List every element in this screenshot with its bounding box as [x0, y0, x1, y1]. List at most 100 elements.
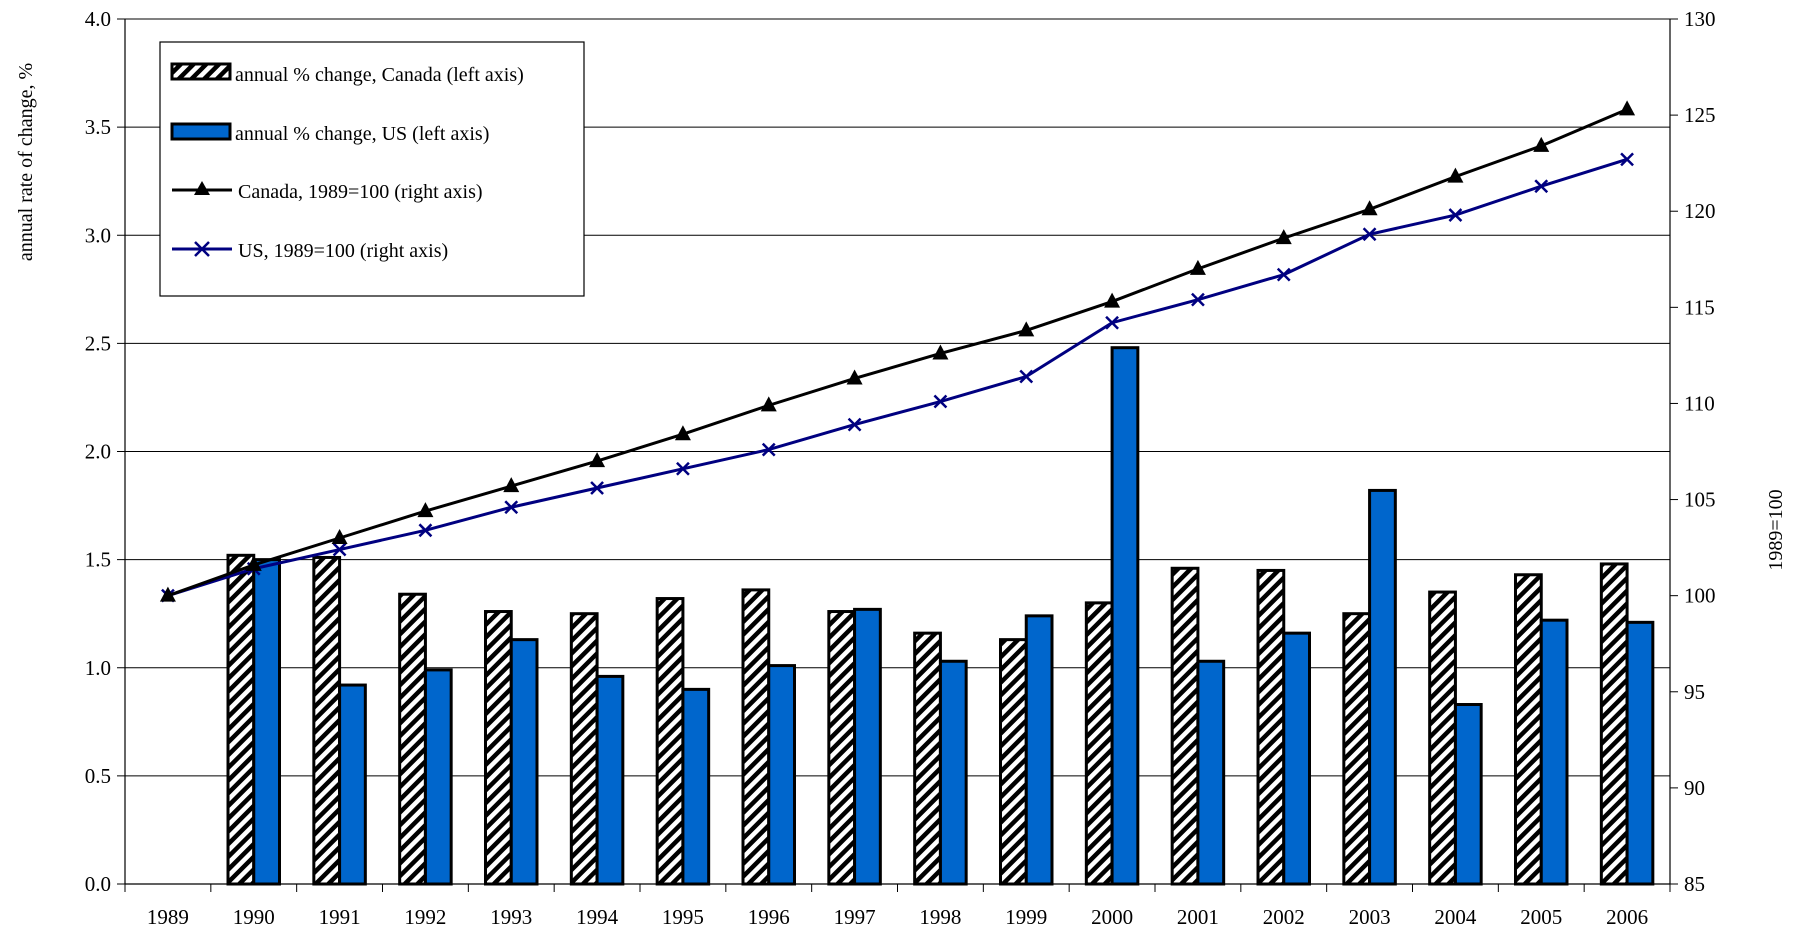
- legend-label-us-line: US, 1989=100 (right axis): [238, 240, 448, 262]
- line-us: [167, 157, 1628, 598]
- right-tick-label: 90: [1684, 776, 1705, 800]
- legend-marker-x-icon: [194, 241, 210, 257]
- legend-label-us-bar: annual % change, US (left axis): [235, 123, 489, 145]
- x-tick-label: 2005: [1520, 905, 1562, 929]
- right-tick-label: 95: [1684, 680, 1705, 704]
- bar-us: [1196, 659, 1226, 886]
- bar-us: [509, 638, 539, 886]
- x-tick-label: 1994: [576, 905, 619, 929]
- x-tick-label: 2002: [1263, 905, 1305, 929]
- point-canada: [846, 369, 863, 385]
- point-canada: [503, 477, 520, 493]
- right-tick-label: 115: [1684, 295, 1715, 319]
- left-axis-label: annual rate of change, %: [15, 63, 37, 261]
- x-tick-label: 1997: [834, 905, 876, 929]
- point-canada: [1275, 229, 1292, 245]
- legend-label-canada-bar: annual % change, Canada (left axis): [235, 64, 524, 86]
- point-us: [504, 500, 519, 515]
- point-canada: [760, 396, 777, 412]
- legend-swatch-canada-bar: [170, 62, 232, 81]
- point-us: [933, 394, 948, 409]
- point-us: [1019, 369, 1034, 384]
- left-tick-label: 0.5: [85, 764, 111, 788]
- x-tick-label: 1999: [1005, 905, 1047, 929]
- bar-canada: [1170, 566, 1200, 886]
- right-tick-label: 110: [1684, 391, 1715, 415]
- left-tick-label: 1.0: [85, 656, 111, 680]
- legend-label-canada-line: Canada, 1989=100 (right axis): [238, 181, 483, 203]
- point-us: [332, 542, 347, 557]
- point-canada: [674, 425, 691, 441]
- bar-us: [1625, 620, 1655, 886]
- bar-canada: [655, 597, 685, 886]
- right-tick-label: 120: [1684, 199, 1716, 223]
- x-tick-label: 1995: [662, 905, 704, 929]
- bar-canada: [1514, 573, 1543, 886]
- x-tick-label: 2000: [1091, 905, 1133, 929]
- point-canada: [1361, 200, 1378, 216]
- point-canada: [417, 502, 434, 518]
- point-us: [1362, 227, 1377, 242]
- left-tick-label: 3.0: [85, 223, 111, 247]
- right-tick-label: 105: [1684, 488, 1716, 512]
- x-tick-label: 1991: [319, 905, 361, 929]
- bar-us: [1110, 346, 1140, 886]
- right-tick-label: 130: [1684, 7, 1716, 31]
- x-tick-label: 1990: [233, 905, 275, 929]
- point-canada: [589, 452, 606, 468]
- axes: [117, 18, 1678, 892]
- legend-box: [159, 41, 585, 297]
- point-canada: [932, 344, 949, 360]
- bar-canada: [1599, 562, 1629, 886]
- bar-canada: [569, 612, 599, 886]
- x-tick-label: 1998: [919, 905, 961, 929]
- left-tick-label: 0.0: [85, 872, 111, 896]
- x-tick-label: 2003: [1349, 905, 1391, 929]
- lines: [159, 100, 1636, 603]
- left-tick-label: 2.5: [85, 331, 111, 355]
- point-canada: [245, 555, 262, 571]
- bar-canada: [1428, 590, 1457, 886]
- point-canada: [1189, 259, 1206, 275]
- x-tick-label: 1996: [748, 905, 790, 929]
- bar-canada: [312, 555, 342, 886]
- bar-us: [252, 558, 281, 886]
- bar-us: [1282, 631, 1311, 886]
- left-tick-label: 3.5: [85, 115, 111, 139]
- bar-us: [1539, 618, 1569, 886]
- point-canada: [1447, 167, 1464, 183]
- right-tick-label: 85: [1684, 872, 1705, 896]
- x-tick-label: 2006: [1606, 905, 1648, 929]
- point-canada: [331, 529, 348, 544]
- left-tick-label: 2.0: [85, 440, 111, 464]
- bar-canada: [1342, 612, 1372, 886]
- point-us: [1191, 292, 1205, 307]
- bar-us: [1368, 488, 1397, 886]
- point-us: [590, 481, 604, 495]
- legend: annual % change, Canada (left axis) annu…: [159, 41, 585, 297]
- legend-marker-triangle-icon: [194, 181, 210, 195]
- point-us: [418, 523, 433, 538]
- x-tick-label: 1989: [147, 905, 189, 929]
- bar-canada: [913, 631, 942, 886]
- bar-canada: [1084, 601, 1114, 886]
- bar-us: [938, 659, 968, 886]
- right-axis-label: 1989=100: [1765, 489, 1787, 570]
- point-canada: [159, 586, 176, 602]
- point-us: [1105, 315, 1119, 330]
- bar-canada: [1256, 568, 1286, 886]
- bar-canada: [484, 610, 513, 886]
- point-us: [676, 461, 690, 476]
- bar-canada: [999, 638, 1028, 886]
- x-tick-label: 1993: [490, 905, 532, 929]
- bar-canada: [226, 553, 256, 886]
- point-canada: [1619, 100, 1636, 116]
- bar-us: [1453, 703, 1483, 886]
- tick-labels: 0.0 0.5 1.0 1.5 2.0 2.5 3.0 3.5 4.0 85 90 95 100 105 1…: [85, 7, 1716, 929]
- line-canada: [167, 107, 1628, 598]
- bar-us: [681, 687, 711, 886]
- x-tick-label: 2004: [1434, 905, 1477, 929]
- bar-us: [853, 607, 882, 886]
- legend-swatch-us-bar: [170, 122, 232, 141]
